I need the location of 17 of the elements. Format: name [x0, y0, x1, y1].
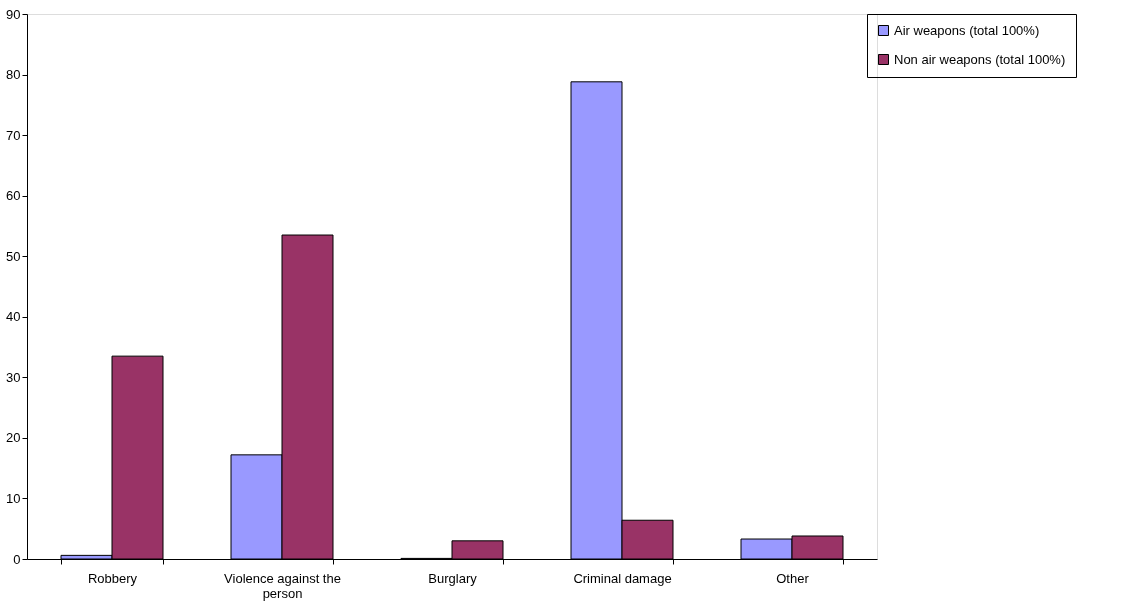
x-tick-label: Robbery [87, 570, 138, 586]
y-tick-label: 10 [6, 490, 21, 506]
legend-label: Non air weapons (total 100%) [894, 51, 1066, 67]
y-tick-label: 0 [13, 551, 21, 567]
y-tick-label: 60 [6, 188, 21, 204]
x-tick-label: Other [776, 570, 810, 586]
y-tick-label: 50 [6, 248, 21, 264]
x-tick-label: Burglary [428, 570, 478, 586]
y-tick-label: 80 [6, 67, 21, 83]
y-tick-label: 20 [6, 430, 21, 446]
y-tick-label: 70 [6, 127, 21, 143]
y-tick-label: 30 [6, 369, 21, 385]
x-tick-label: Violence against the person [224, 570, 341, 601]
y-tick-label: 40 [6, 309, 21, 325]
y-tick-label: 90 [6, 6, 21, 22]
x-tick-label: Criminal damage [573, 570, 672, 586]
legend-label: Air weapons (total 100%) [894, 22, 1040, 38]
